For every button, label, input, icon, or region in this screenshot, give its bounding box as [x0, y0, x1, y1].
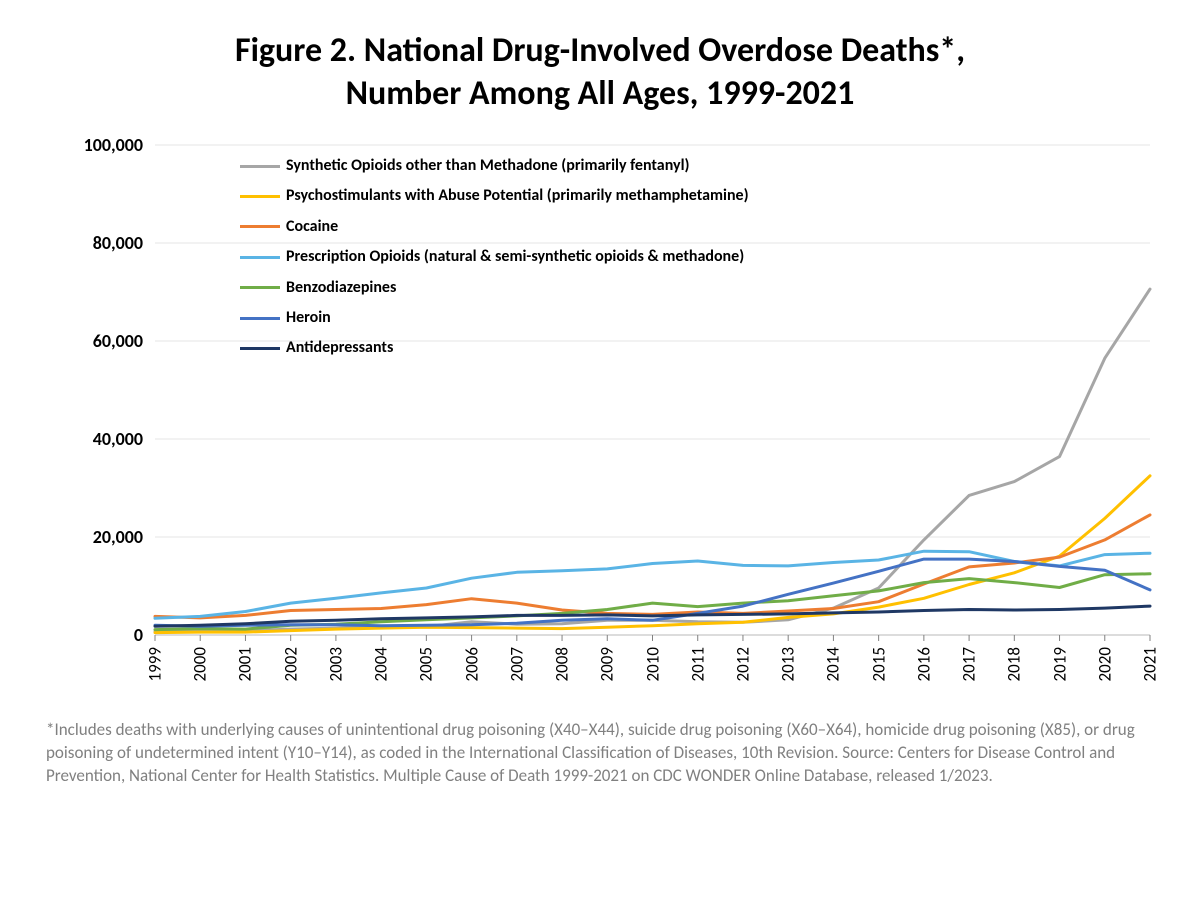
x-tick-label: 2011	[687, 647, 708, 681]
y-tick-label: 0	[40, 624, 143, 646]
x-tick-label: 2013	[778, 647, 799, 681]
legend-label: Prescription Opioids (natural & semi-syn…	[286, 242, 744, 272]
y-tick-label: 20,000	[40, 526, 143, 548]
footnote-text: *Includes deaths with underlying causes …	[46, 719, 1135, 786]
x-tick-label: 2005	[416, 647, 437, 681]
y-tick-label: 40,000	[40, 428, 143, 450]
x-tick-label: 2008	[552, 647, 573, 681]
x-tick-label: 1999	[145, 647, 166, 681]
y-tick-label: 60,000	[40, 330, 143, 352]
chart-area: 0 20,000 40,000 60,000 80,000 100,000 1999 200…	[40, 135, 1160, 695]
x-tick-label: 2010	[642, 647, 663, 681]
x-tick-label: 2006	[461, 647, 482, 681]
title-line-1: Figure 2. National Drug-Involved Overdos…	[235, 30, 965, 71]
x-tick-label: 2016	[913, 647, 934, 681]
figure-container: Figure 2. National Drug-Involved Overdos…	[0, 0, 1200, 900]
legend-label: Heroin	[286, 303, 331, 333]
x-tick-label: 2018	[1004, 647, 1025, 681]
legend-item-cocaine: Cocaine	[240, 212, 749, 242]
x-tick-label: 2020	[1094, 647, 1115, 681]
y-tick-label: 80,000	[40, 232, 143, 254]
legend-label: Cocaine	[286, 212, 338, 242]
legend-label: Psychostimulants with Abuse Potential (p…	[286, 181, 749, 211]
legend-item-benzo: Benzodiazepines	[240, 273, 749, 303]
x-tick-label: 2012	[732, 647, 753, 681]
x-tick-label: 2015	[868, 647, 889, 681]
x-tick-label: 2019	[1049, 647, 1070, 681]
x-tick-label: 2003	[325, 647, 346, 681]
legend-swatch	[240, 195, 280, 198]
legend: Synthetic Opioids other than Methadone (…	[240, 151, 749, 364]
title-line-2: Number Among All Ages, 1999-2021	[346, 73, 855, 114]
legend-swatch	[240, 225, 280, 228]
x-tick-label: 2014	[823, 647, 844, 681]
x-tick-label: 2004	[371, 647, 392, 681]
legend-swatch	[240, 347, 280, 350]
legend-label: Antidepressants	[286, 333, 393, 363]
legend-item-synthetic: Synthetic Opioids other than Methadone (…	[240, 151, 749, 181]
x-tick-label: 2007	[506, 647, 527, 681]
x-tick-label: 2017	[959, 647, 980, 681]
footnote: *Includes deaths with underlying causes …	[40, 719, 1160, 788]
legend-item-heroin: Heroin	[240, 303, 749, 333]
legend-item-rx_opioids: Prescription Opioids (natural & semi-syn…	[240, 242, 749, 272]
legend-swatch	[240, 286, 280, 289]
legend-swatch	[240, 256, 280, 259]
legend-item-antidepressants: Antidepressants	[240, 333, 749, 363]
y-tick-label: 100,000	[40, 134, 143, 156]
x-tick-label: 2001	[235, 647, 256, 681]
x-tick-label: 2021	[1140, 647, 1161, 681]
x-tick-label: 2002	[280, 647, 301, 681]
legend-label: Benzodiazepines	[286, 273, 396, 303]
legend-item-psychostimulants: Psychostimulants with Abuse Potential (p…	[240, 181, 749, 211]
legend-swatch	[240, 165, 280, 168]
legend-swatch	[240, 317, 280, 320]
x-tick-label: 2009	[597, 647, 618, 681]
x-tick-label: 2000	[190, 647, 211, 681]
chart-title: Figure 2. National Drug-Involved Overdos…	[40, 30, 1160, 115]
legend-label: Synthetic Opioids other than Methadone (…	[286, 151, 690, 181]
